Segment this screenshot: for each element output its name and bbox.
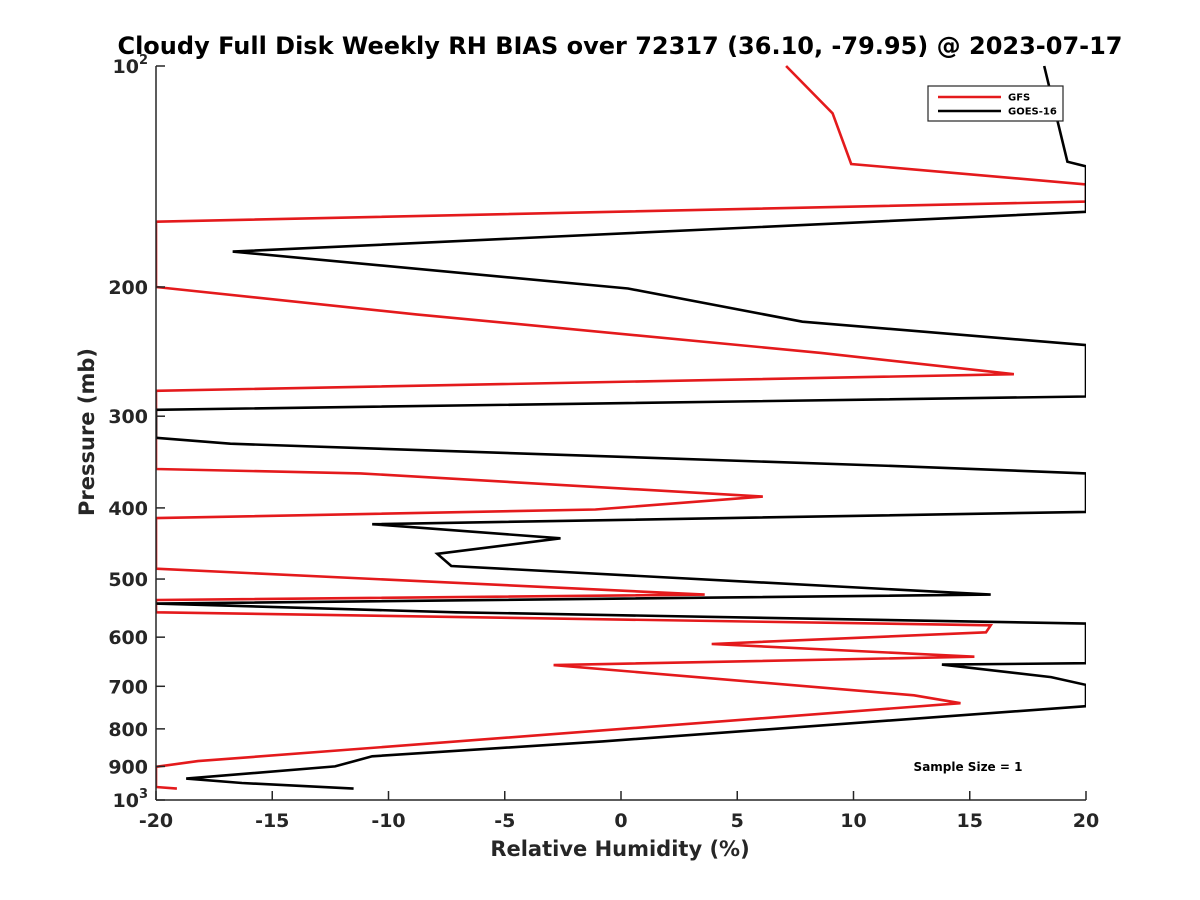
y-tick-label: 600 [108,627,148,649]
legend-entry: GFS [1008,93,1030,104]
x-tick-label: -5 [494,810,515,832]
y-tick-label: 700 [108,676,148,698]
x-tick-label: -20 [139,810,173,832]
x-tick-label: -15 [255,810,289,832]
y-tick-label: 500 [108,569,148,591]
x-tick-label: 10 [840,810,866,832]
x-tick-label: -10 [371,810,405,832]
x-tick-label: 15 [957,810,983,832]
x-tick-label: 0 [614,810,627,832]
y-tick-label: 900 [108,756,148,778]
series-line-gfs [156,65,1086,790]
legend-box [927,85,1064,122]
y-axis-label: Pressure (mb) [75,348,99,516]
legend-entry: GOES-16 [1008,107,1057,118]
y-tick-label: 200 [108,277,148,299]
y-tick-label: 800 [108,719,148,741]
x-axis-label: Relative Humidity (%) [490,837,749,861]
series-layer [156,65,1086,790]
y-tick-label: 102 [113,53,149,78]
sample-size-note: Sample Size = 1 [914,760,1023,774]
x-tick-label: 5 [731,810,744,832]
legend: GFS GOES-16 [927,85,1064,122]
series-line-goes-16 [156,65,1086,790]
chart-title: Cloudy Full Disk Weekly RH BIAS over 723… [117,32,1122,60]
axes-layer: -20 -15 -10 -5 0 5 10 15 20 102 200 300 400 500 600 700… [108,53,1099,832]
x-tick-label: 20 [1073,810,1099,832]
y-tick-label: 103 [113,787,149,812]
y-tick-label: 300 [108,406,148,428]
y-tick-label: 400 [108,498,148,520]
